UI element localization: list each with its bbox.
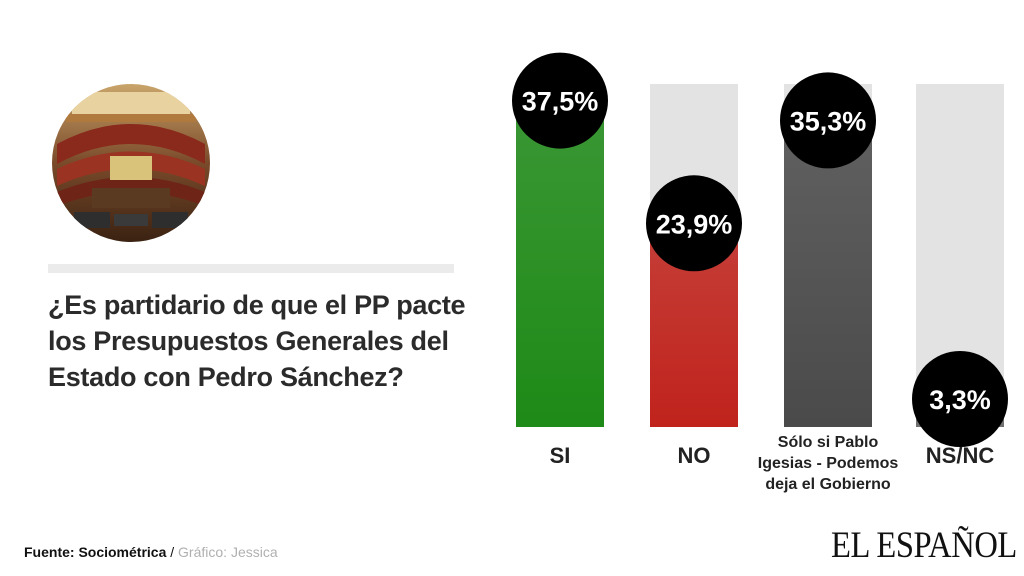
category-label: Sólo si Pablo Igesias - Podemos deja el Go… bbox=[758, 434, 899, 493]
parliament-photo bbox=[52, 84, 210, 242]
el-espanol-logo: EL ESPAÑOL bbox=[831, 525, 1017, 566]
title-divider bbox=[48, 264, 454, 273]
category-label: SI bbox=[550, 443, 571, 468]
value-bubble bbox=[646, 175, 742, 272]
category-label: NS/NC bbox=[926, 443, 995, 468]
footer-separator: / bbox=[166, 544, 179, 560]
chart-question: ¿Es partidario de que el PP pacte los Pr… bbox=[48, 290, 466, 392]
value-bubble bbox=[912, 351, 1008, 447]
value-bubble bbox=[780, 72, 876, 169]
category-label: NO bbox=[678, 443, 711, 468]
value-bubble bbox=[512, 52, 608, 149]
value-label: 35,3% bbox=[790, 106, 867, 136]
value-label: 3,3% bbox=[929, 385, 991, 415]
credit-label: Gráfico: Jessica bbox=[178, 544, 278, 560]
source-label: Fuente: Sociométrica bbox=[24, 544, 167, 560]
value-label: 23,9% bbox=[656, 209, 733, 239]
footer: Fuente: Sociométrica / Gráfico: Jessica bbox=[24, 544, 278, 560]
value-label: 37,5% bbox=[522, 87, 599, 117]
